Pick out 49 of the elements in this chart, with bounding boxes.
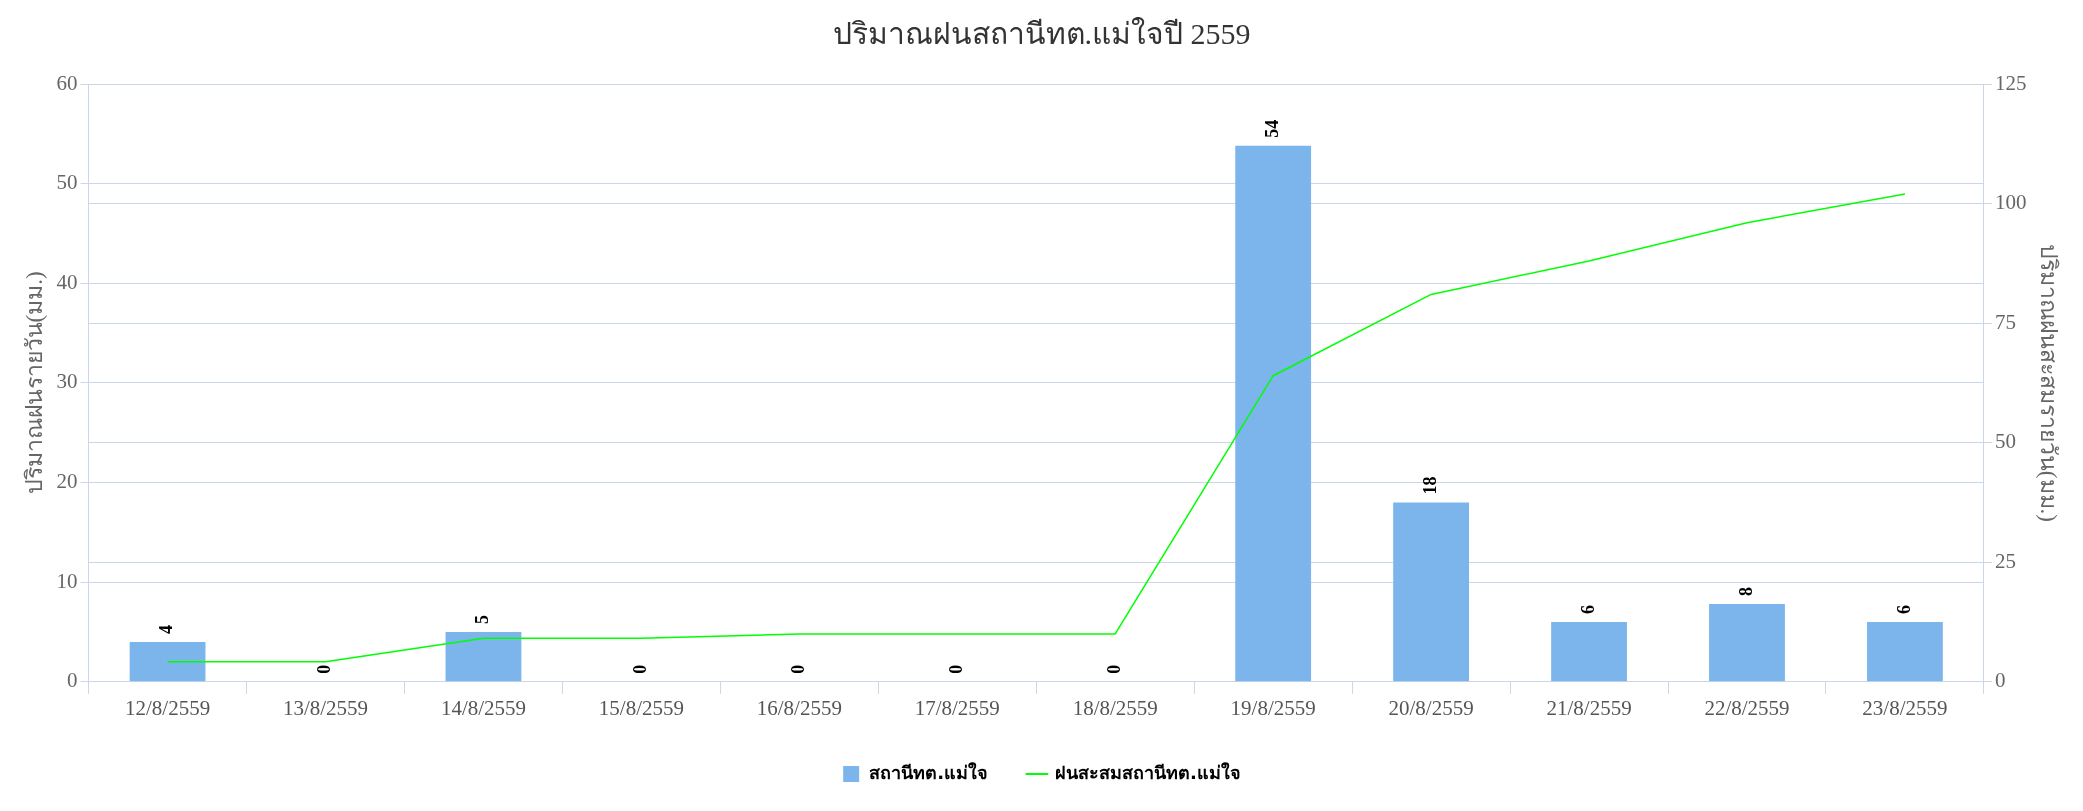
y-tick-label: 20 — [56, 469, 78, 494]
data-label: 0 — [1103, 664, 1124, 674]
y-tick-label: 40 — [56, 269, 78, 294]
y-tick-label: 50 — [56, 170, 78, 195]
x-tick-label: 18/8/2559 — [1072, 695, 1158, 720]
y2-tick-label: 75 — [1994, 309, 2016, 334]
data-label: 0 — [945, 664, 966, 674]
x-tick-label: 22/8/2559 — [1704, 695, 1790, 720]
x-tick-label: 19/8/2559 — [1230, 695, 1316, 720]
y-tick-label: 10 — [56, 568, 78, 593]
y2-tick-label: 25 — [1994, 548, 2016, 573]
y2-tick-label: 0 — [1994, 668, 2006, 693]
x-tick-label: 23/8/2559 — [1862, 695, 1948, 720]
x-tick-label: 21/8/2559 — [1546, 695, 1632, 720]
legend-label: สถานีทต.แม่ใจ — [869, 761, 989, 783]
x-tick-label: 17/8/2559 — [914, 695, 1000, 720]
data-label: 6 — [1893, 605, 1914, 615]
x-tick-label: 12/8/2559 — [124, 695, 211, 720]
y2-axis-title: ปริมาณฝนสะสมรายวัน(มม.) — [2036, 243, 2062, 522]
y-tick-label: 30 — [56, 369, 78, 394]
bar — [1393, 502, 1470, 682]
data-label: 5 — [472, 614, 493, 624]
chart-title: ปริมาณฝนสถานีทต.แม่ใจปี 2559 — [832, 16, 1251, 50]
bar — [445, 631, 522, 682]
data-label: 54 — [1261, 119, 1282, 138]
y2-tick-label: 50 — [1994, 429, 2016, 454]
data-label: 4 — [156, 624, 177, 634]
data-label: 6 — [1577, 605, 1598, 615]
x-tick-label: 13/8/2559 — [282, 695, 369, 720]
x-tick-label: 14/8/2559 — [440, 695, 527, 720]
y-axis-title: ปริมาณฝนรายวัน(มม.) — [21, 271, 47, 495]
legend-label: ฝนสะสมสถานีทต.แม่ใจ — [1055, 761, 1241, 783]
bar — [1709, 604, 1785, 682]
bar — [129, 641, 206, 682]
bar — [1867, 622, 1943, 682]
data-label: 0 — [787, 664, 808, 674]
y2-tick-label: 125 — [1994, 70, 2027, 95]
data-label: 18 — [1419, 476, 1440, 495]
data-label: 0 — [314, 664, 335, 674]
y2-tick-label: 100 — [1994, 190, 2027, 215]
x-tick-label: 20/8/2559 — [1388, 695, 1474, 720]
data-label: 8 — [1735, 587, 1756, 597]
x-tick-label: 15/8/2559 — [598, 695, 684, 720]
y-tick-label: 0 — [67, 668, 78, 693]
y-tick-label: 60 — [56, 70, 78, 95]
data-label: 0 — [630, 664, 651, 674]
bar — [1235, 145, 1312, 682]
x-tick-label: 16/8/2559 — [756, 695, 842, 720]
bar — [1551, 622, 1627, 682]
